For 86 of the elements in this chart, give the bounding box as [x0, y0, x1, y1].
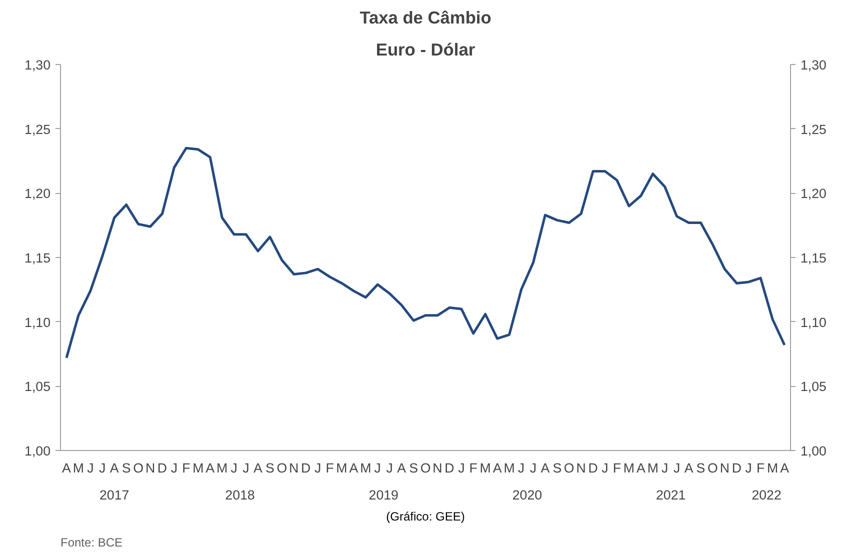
x-tick-label: A	[492, 460, 502, 476]
x-tick-label: J	[374, 460, 381, 476]
text: 2021	[656, 488, 686, 502]
x-tick-label: O	[708, 460, 718, 476]
y-tick-label: 1,10	[24, 314, 51, 330]
x-tick-label: N	[289, 460, 299, 476]
x-tick-label: S	[265, 460, 274, 476]
x-tick-label: J	[314, 460, 322, 476]
y2-tick-label: 1,05	[800, 379, 826, 394]
x-tick-label: D	[444, 460, 454, 476]
x-tick-label: F	[326, 460, 334, 476]
x-tick-label: S	[696, 460, 706, 476]
y2-tick-label: 1,00	[800, 444, 826, 458]
x-tick-label: J	[386, 460, 393, 476]
x-tick-label: J	[662, 460, 668, 476]
x-tick-label: J	[230, 460, 238, 476]
x-tick-label: A	[254, 460, 263, 476]
x-tick-label: O	[133, 460, 144, 476]
y-tick-label: 1,00	[24, 444, 51, 458]
y2-tick-label: 1,10	[800, 314, 826, 330]
x-tick-label: F	[756, 460, 765, 476]
x-tick-label: N	[432, 460, 442, 476]
x-tick-label: M	[336, 460, 348, 476]
x-tick-label: A	[62, 460, 72, 476]
x-tick-label: J	[745, 460, 752, 476]
text: 2017	[100, 488, 130, 502]
x-tick-label: J	[170, 460, 178, 476]
x-tick-label: J	[87, 460, 94, 476]
text: 2019	[368, 488, 398, 502]
x-tick-label: O	[564, 460, 574, 476]
y-tick-label: 1,05	[24, 379, 51, 394]
x-tick-label: M	[647, 460, 658, 476]
x-tick-label: M	[192, 460, 204, 476]
x-tick-label: M	[216, 460, 228, 476]
text: (Gráfico: GEE)	[386, 510, 465, 524]
y-tick-label: 1,20	[24, 186, 51, 202]
x-tick-label: N	[720, 460, 730, 476]
x-tick-label: M	[504, 460, 515, 476]
x-tick-label: J	[518, 460, 525, 476]
x-tick-label: O	[420, 460, 431, 476]
y2-tick-label: 1,15	[800, 250, 826, 266]
x-tick-label: M	[767, 460, 778, 476]
x-tick-label: J	[602, 460, 608, 476]
x-tick-label: N	[576, 460, 586, 476]
x-tick-label: N	[145, 460, 156, 476]
y2-tick-label: 1,20	[800, 186, 826, 202]
text: 2018	[225, 488, 255, 502]
x-tick-label: A	[206, 460, 215, 476]
x-tick-label: D	[157, 460, 168, 476]
x-tick-label: A	[349, 460, 358, 476]
x-tick-label: A	[540, 460, 550, 476]
line-series	[65, 146, 786, 360]
y-tick-label: 1,15	[24, 250, 51, 266]
x-tick-label: S	[552, 460, 562, 476]
x-tick-label: O	[276, 460, 288, 476]
y2-tick-label: 1,30	[800, 58, 826, 72]
x-tick-label: D	[588, 460, 598, 476]
text: 2020	[512, 488, 542, 502]
chart-subtitle: Euro - Dólar	[376, 40, 476, 60]
x-tick-label: F	[612, 460, 622, 476]
x-tick-label: S	[122, 460, 131, 476]
x-tick-label: S	[409, 460, 418, 476]
source-note: Fonte: BCE	[60, 536, 123, 550]
y-tick-label: 1,30	[24, 58, 51, 72]
x-tick-label: A	[684, 460, 694, 476]
x-tick-label: D	[301, 460, 311, 476]
x-tick-label: J	[530, 460, 537, 476]
x-tick-label: M	[360, 460, 372, 476]
x-tick-label: J	[673, 460, 680, 476]
x-tick-label: M	[72, 460, 84, 476]
x-tick-label: A	[110, 460, 119, 476]
x-tick-label: D	[732, 460, 742, 476]
x-tick-label: A	[397, 460, 406, 476]
x-tick-label: J	[99, 460, 106, 476]
x-tick-label: F	[182, 460, 190, 476]
x-tick-label: F	[469, 460, 478, 476]
x-tick-label: M	[480, 460, 491, 476]
x-tick-label: A	[780, 460, 790, 476]
chart-title: Taxa de Câmbio	[360, 8, 492, 28]
x-tick-label: J	[242, 460, 250, 476]
y-tick-label: 1,25	[24, 122, 51, 137]
x-tick-label: J	[458, 460, 465, 476]
x-tick-label: A	[636, 460, 646, 476]
y2-tick-label: 1,25	[800, 122, 826, 137]
text: 2022	[752, 488, 782, 502]
x-tick-label: M	[623, 460, 634, 476]
